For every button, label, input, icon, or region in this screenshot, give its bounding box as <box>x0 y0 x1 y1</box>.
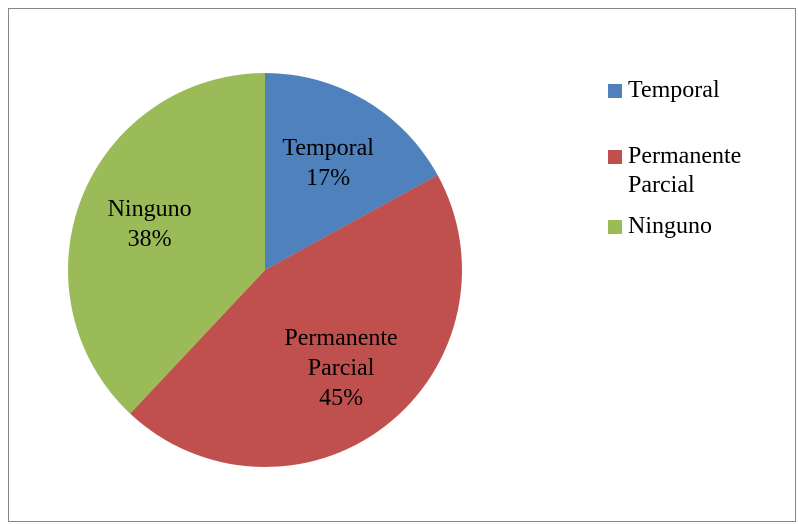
slice-label: Permanente Parcial 45% <box>266 323 416 413</box>
legend-swatch <box>608 220 622 234</box>
legend-swatch <box>608 150 622 164</box>
pie-slice <box>265 73 438 270</box>
chart-frame <box>8 8 796 522</box>
slice-label-name: Temporal <box>282 135 374 162</box>
slice-label-value: 17% <box>306 165 351 192</box>
slice-label: Temporal 17% <box>253 133 403 193</box>
legend-label: Temporal <box>628 77 720 103</box>
legend-swatch <box>608 84 622 98</box>
legend-label: Ninguno <box>628 213 712 239</box>
slice-label-value: 45% <box>319 385 364 412</box>
slice-label: Ninguno 38% <box>75 194 225 254</box>
legend-label: Permanente Parcial <box>628 143 742 198</box>
slice-label-value: 38% <box>127 226 172 253</box>
pie-slice <box>68 72 266 414</box>
slice-label-name: Permanente Parcial <box>284 325 398 382</box>
slice-label-name: Ninguno <box>107 196 192 223</box>
pie-slice <box>130 175 462 467</box>
